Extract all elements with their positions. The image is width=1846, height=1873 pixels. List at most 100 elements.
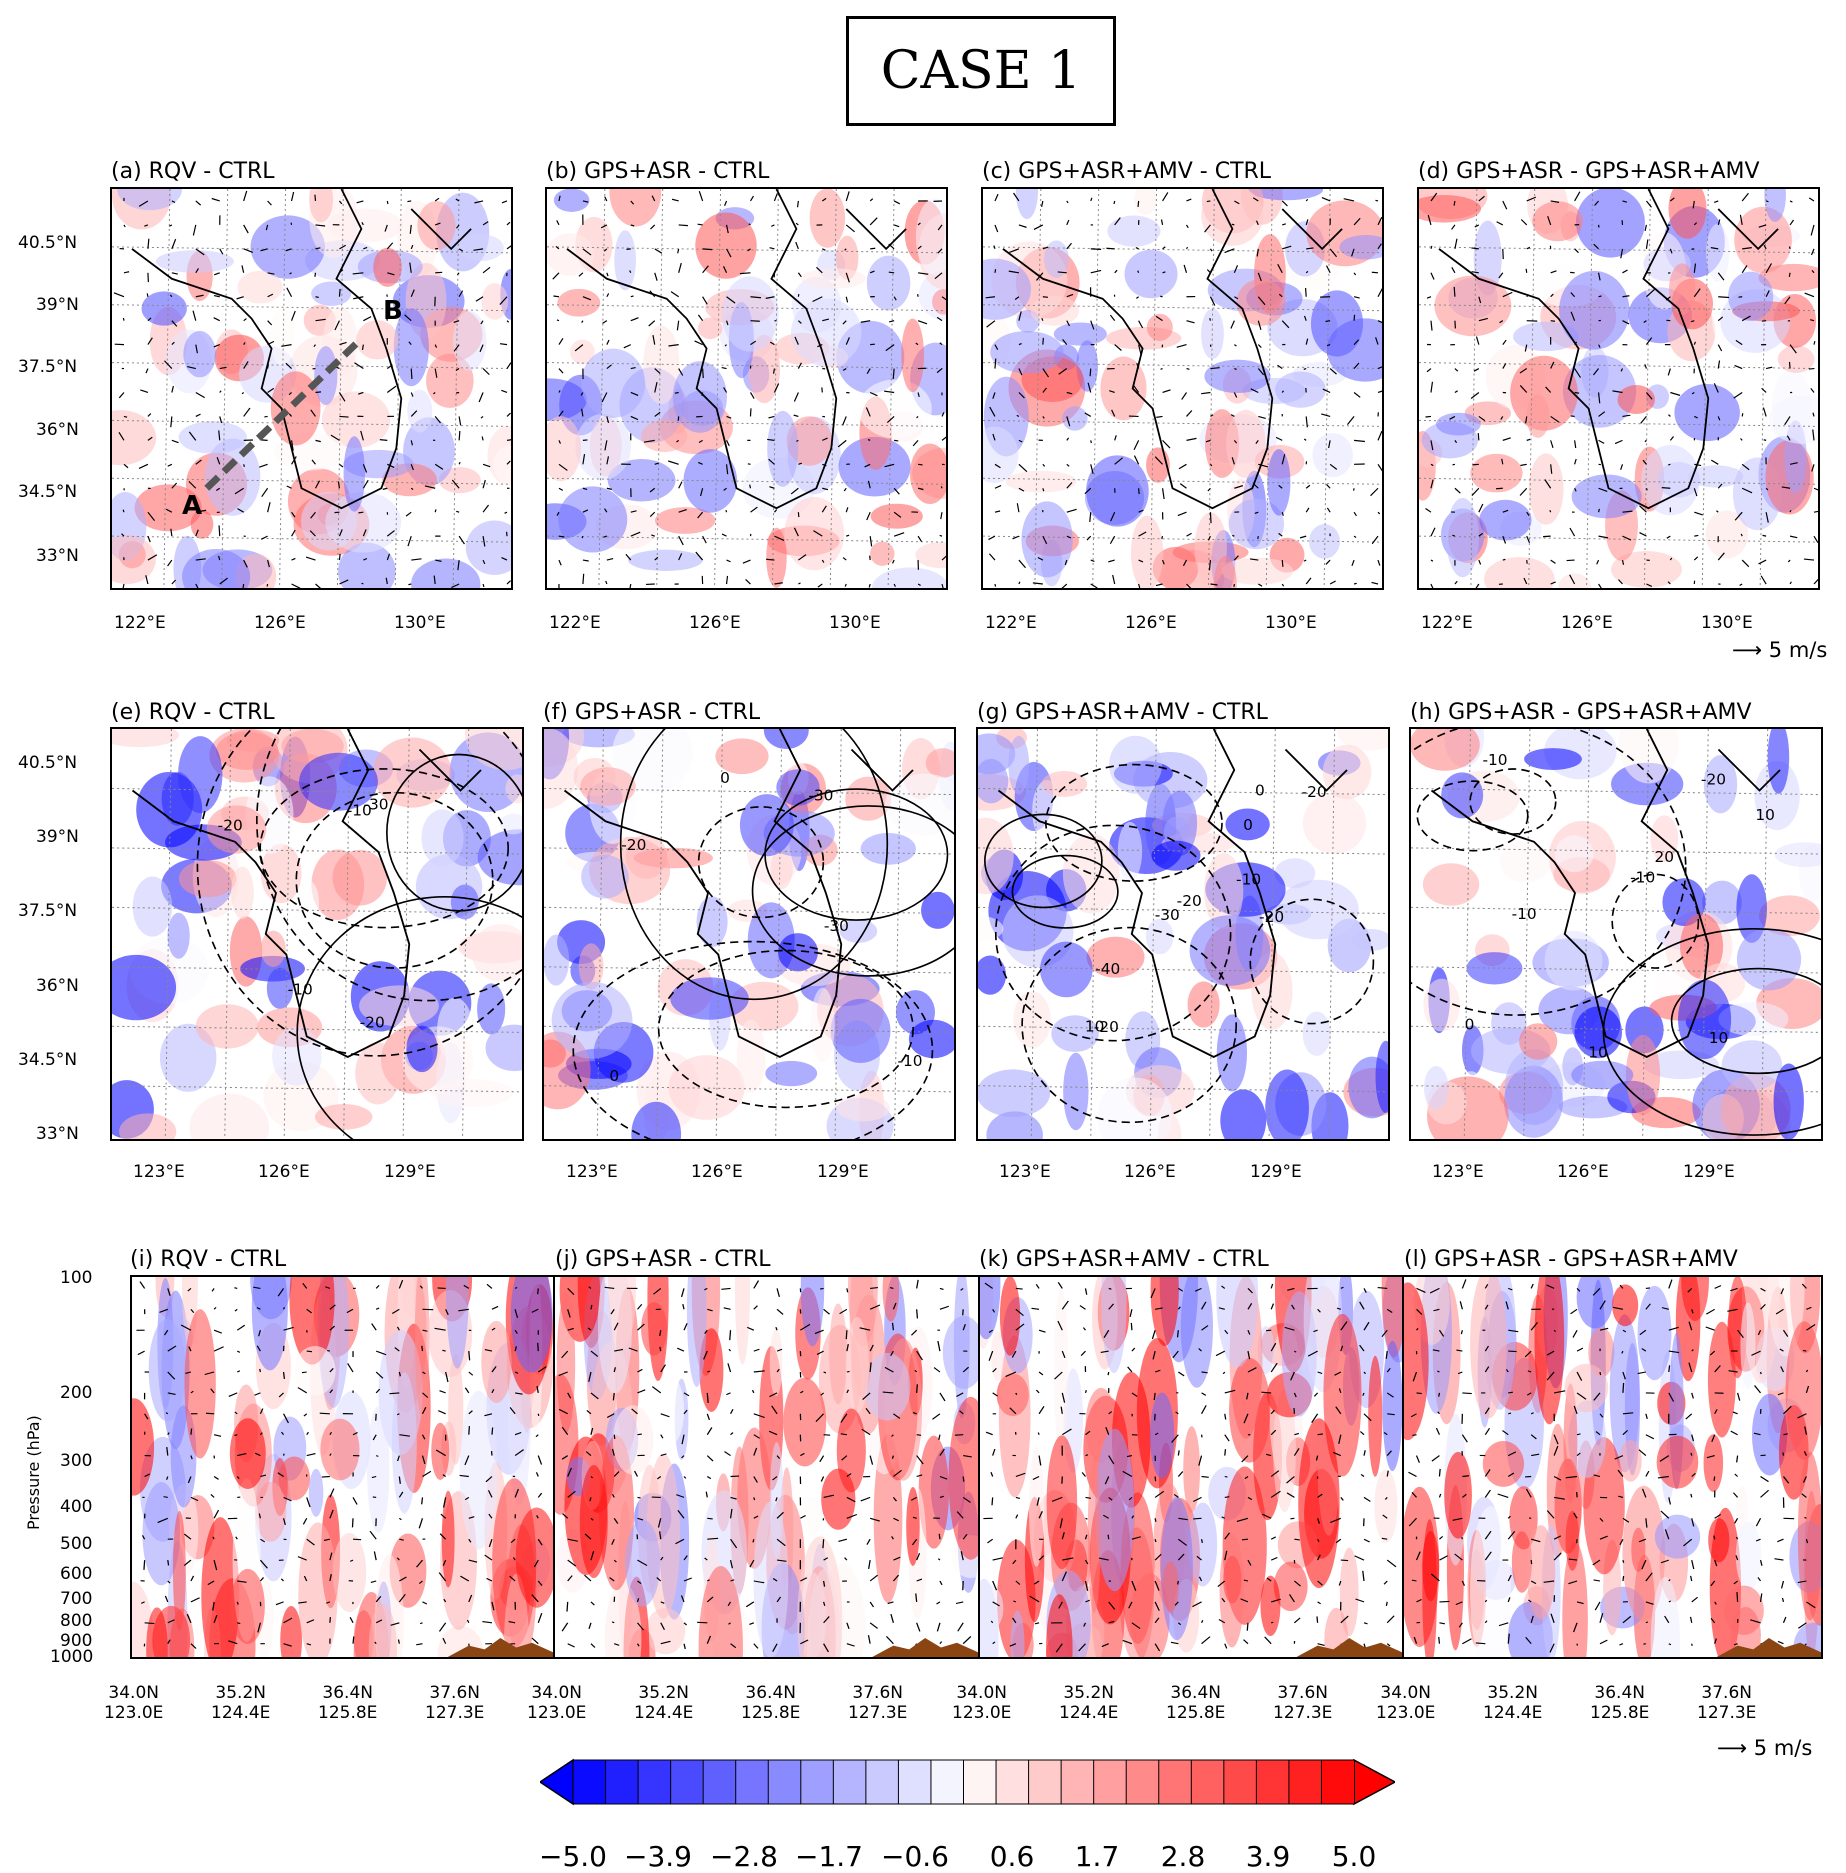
field-shade: [1546, 1423, 1569, 1558]
wind-vector: [1784, 416, 1791, 426]
field-shade: [1718, 1002, 1789, 1036]
wind-vector: [1363, 1288, 1367, 1293]
field-shade: [367, 1406, 390, 1533]
wind-vector: [1294, 1432, 1300, 1436]
wind-vector: [1763, 439, 1767, 441]
wind-vector: [1714, 1365, 1721, 1373]
wind-vector: [1645, 1434, 1655, 1440]
wind-vector: [1798, 1622, 1807, 1629]
wind-vector: [360, 430, 364, 441]
panel-a: [110, 187, 513, 590]
graticule-line: [1323, 189, 1331, 588]
wind-vector: [1257, 296, 1266, 306]
wind-vector: [241, 392, 245, 395]
wind-vector: [1177, 1306, 1181, 1310]
wind-vector: [1599, 1413, 1604, 1418]
wind-vector: [893, 200, 901, 205]
wind-vector: [1087, 382, 1092, 393]
wind-vector: [329, 1368, 334, 1373]
field-shade: [119, 1113, 177, 1139]
wind-vector: [1083, 1622, 1087, 1627]
field-shade: [1681, 1277, 1709, 1321]
field-shade: [1419, 195, 1481, 223]
wind-vector: [610, 1309, 615, 1315]
wind-vector: [657, 1518, 662, 1528]
middle-ytick: 33°N: [36, 1124, 79, 1144]
wind-vector: [1230, 414, 1235, 417]
lower-vector-reference: ⟶ 5 m/s: [1717, 1736, 1812, 1760]
wind-vector: [1598, 295, 1602, 298]
middle-ytick: 37.5°N: [18, 901, 78, 921]
wind-vector: [556, 511, 560, 516]
field-shade: [1028, 1446, 1045, 1567]
graticule-line: [1419, 304, 1818, 312]
wind-vector: [1502, 509, 1509, 513]
upper-xtick: 122°E: [1421, 613, 1473, 633]
field-shade: [148, 1318, 186, 1422]
wind-vector: [283, 1496, 292, 1502]
wind-vector: [1236, 1517, 1249, 1522]
wind-vector: [315, 296, 319, 299]
field-shade: [112, 535, 156, 585]
wind-vector: [683, 1643, 686, 1650]
wind-vector: [752, 1539, 755, 1543]
wind-vector: [654, 462, 659, 465]
wind-vector: [867, 439, 871, 441]
wind-vector: [606, 1413, 615, 1418]
wind-vector: [678, 368, 684, 376]
wind-vector: [1042, 296, 1049, 298]
wind-vector: [122, 509, 125, 513]
lower-ytick: 200: [60, 1383, 93, 1403]
graticule-line: [1209, 729, 1217, 1139]
wind-vector: [822, 1539, 825, 1549]
field-shade: [885, 773, 954, 836]
wind-vector: [676, 1494, 685, 1498]
field-shade: [1768, 395, 1818, 444]
contour-line: [1670, 967, 1821, 1075]
wind-vector: [1108, 1303, 1115, 1310]
wind-vector: [1574, 440, 1577, 449]
graticule-line: [978, 1025, 1388, 1033]
wind-vector: [1622, 1412, 1634, 1415]
upper-ytick: 34.5°N: [18, 482, 78, 502]
wind-vector: [1377, 320, 1382, 324]
wind-vector: [606, 557, 614, 561]
wind-vector: [1111, 409, 1116, 417]
panel-f-title: (f) GPS+ASR - CTRL: [543, 700, 761, 725]
panel-l-title: (l) GPS+ASR - GPS+ASR+AMV: [1404, 1247, 1738, 1272]
wind-vector: [167, 1619, 175, 1624]
field-shade: [915, 198, 946, 276]
middle-xtick: 126°E: [258, 1162, 310, 1182]
field-shade: [289, 1277, 335, 1365]
wind-vector: [750, 320, 760, 322]
wind-vector: [361, 222, 364, 226]
wind-vector: [556, 319, 560, 322]
wind-vector: [1620, 368, 1624, 372]
wind-vector: [1687, 1288, 1693, 1293]
wind-vector: [587, 1327, 592, 1331]
wind-vector: [1519, 487, 1528, 496]
wind-vector: [796, 200, 799, 208]
field-shade: [1204, 359, 1271, 394]
field-shade: [431, 1078, 513, 1108]
wind-vector: [1713, 383, 1719, 393]
wind-vector: [1138, 531, 1147, 537]
graticule-line: [547, 419, 946, 427]
wind-vector: [582, 509, 589, 513]
wind-vector: [1176, 1330, 1179, 1338]
wind-vector: [588, 1371, 592, 1382]
wind-vector: [799, 1390, 804, 1394]
wind-vector: [1262, 1513, 1272, 1519]
wind-vector: [139, 1281, 146, 1289]
wind-vector: [911, 1538, 918, 1546]
wind-vector: [637, 1389, 646, 1394]
wind-vector: [315, 439, 321, 443]
wind-vector: [800, 1515, 806, 1519]
field-shade: [1309, 524, 1340, 559]
wind-vector: [817, 344, 823, 348]
wind-vector: [1377, 1287, 1388, 1289]
wind-vector: [1693, 288, 1701, 298]
wind-vector: [613, 1471, 620, 1477]
field-shade: [1774, 842, 1821, 868]
wind-vector: [258, 1513, 262, 1519]
